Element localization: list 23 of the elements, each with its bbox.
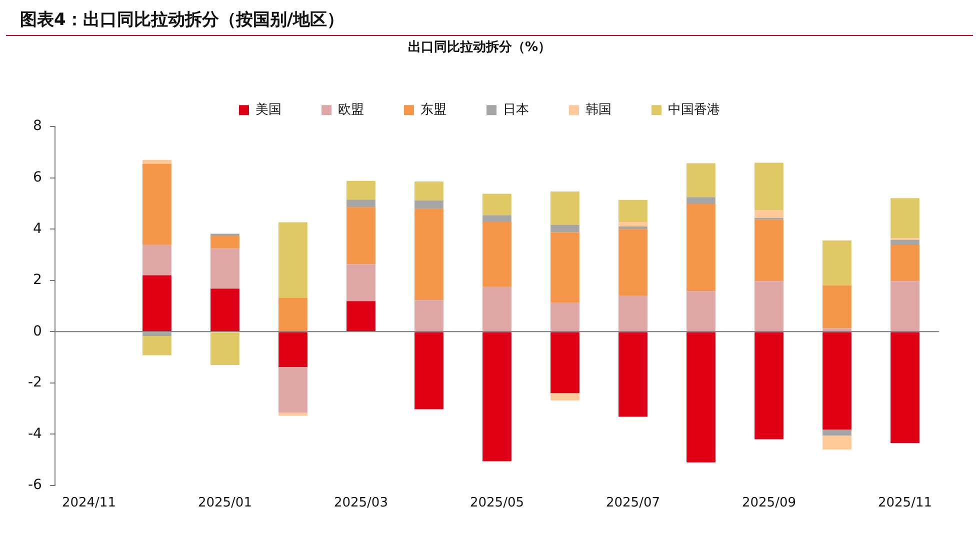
y-tick-label: 6: [33, 170, 42, 186]
y-tick-label: 4: [33, 220, 42, 237]
y-tick-label: 0: [33, 323, 42, 340]
x-tick-label: 2025/01: [198, 496, 252, 511]
x-tick-label: 2025/09: [742, 496, 796, 511]
chart-title: 图表4：出口同比拉动拆分（按国别/地区）: [6, 8, 973, 36]
legend-label: 日本: [503, 102, 529, 118]
y-tick-label: -6: [28, 477, 42, 494]
x-tick-label: 2025/07: [606, 496, 660, 511]
legend-label: 欧盟: [338, 102, 364, 118]
legend-label: 韩国: [586, 102, 612, 118]
x-tick-label: 2025/05: [470, 496, 524, 511]
legend-label: 美国: [256, 101, 282, 118]
y-tick-label: -4: [28, 426, 42, 442]
x-tick-label: 2025/03: [334, 496, 388, 511]
chart-subtitle: 出口同比拉动拆分（%）: [408, 40, 552, 56]
y-tick-label: 2: [33, 272, 42, 288]
legend-label: 东盟: [420, 102, 446, 118]
legend-label: 中国香港: [668, 102, 720, 118]
x-tick-label: 2025/11: [878, 496, 932, 511]
y-tick-label: -2: [28, 374, 42, 391]
y-tick-label: 8: [33, 118, 42, 134]
x-tick-label: 2024/11: [62, 496, 116, 511]
